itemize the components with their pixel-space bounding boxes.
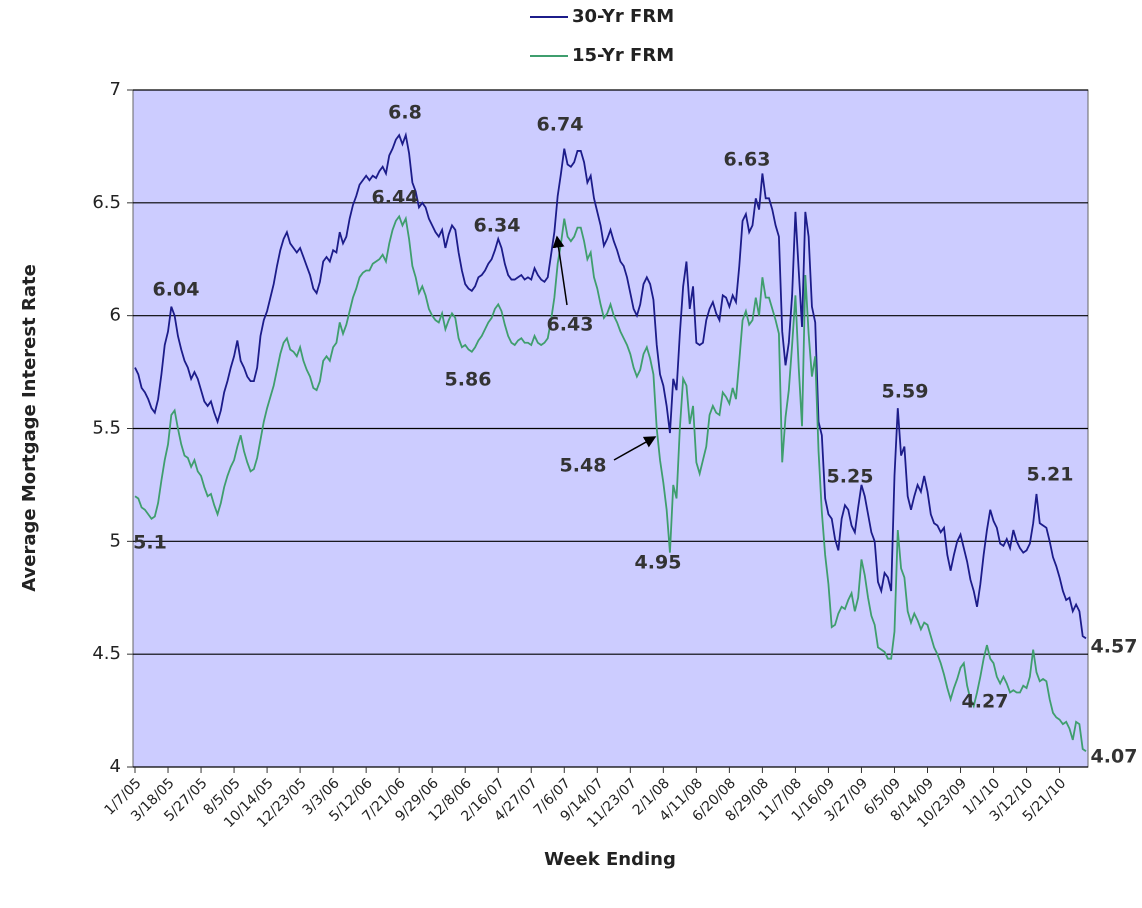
- data-label: 5.48: [560, 455, 607, 477]
- y-axis-title: Average Mortgage Interest Rate: [19, 264, 40, 592]
- legend-label: 30-Yr FRM: [572, 6, 674, 27]
- data-label: 6.74: [537, 114, 584, 136]
- data-label: 6.04: [153, 279, 200, 301]
- y-tick-label: 7: [110, 79, 121, 100]
- data-label: 5.1: [133, 532, 167, 554]
- data-label: 5.21: [1027, 464, 1074, 486]
- data-label: 5.59: [882, 381, 929, 403]
- data-label: 5.86: [445, 369, 492, 391]
- data-label: 4.07: [1091, 746, 1138, 768]
- y-tick-label: 6.5: [92, 192, 121, 213]
- data-label: 4.27: [962, 691, 1009, 713]
- data-label: 6.43: [547, 314, 594, 336]
- data-label: 4.95: [635, 552, 682, 574]
- y-tick-label: 4.5: [92, 643, 121, 664]
- data-label: 6.8: [388, 102, 422, 124]
- data-label: 4.57: [1091, 636, 1138, 658]
- y-tick-label: 5: [110, 530, 121, 551]
- y-tick-label: 4: [110, 756, 121, 777]
- y-tick-label: 6: [110, 305, 121, 326]
- data-label: 6.63: [724, 149, 771, 171]
- data-label: 6.44: [372, 187, 419, 209]
- data-label: 5.25: [827, 466, 874, 488]
- x-axis-title: Week Ending: [544, 849, 676, 870]
- legend-label: 15-Yr FRM: [572, 45, 674, 66]
- arrow: [552, 235, 568, 306]
- arrow: [613, 436, 657, 461]
- series-line: [134, 214, 1087, 752]
- y-tick-label: 5.5: [92, 418, 121, 439]
- data-label: 6.34: [474, 215, 521, 237]
- series-line: [134, 131, 1087, 640]
